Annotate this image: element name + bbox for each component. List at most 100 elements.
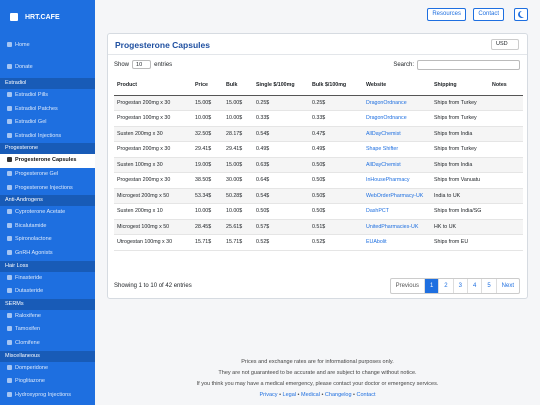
- footer-link[interactable]: Medical: [300, 392, 320, 398]
- column-header[interactable]: Price: [192, 76, 223, 96]
- table-cell: [489, 95, 523, 111]
- nav-item[interactable]: Estradiol Pills: [0, 89, 95, 103]
- table-cell: DragonOrdnance: [363, 95, 431, 111]
- nav-label: GnRH Agonists: [15, 249, 53, 256]
- column-header[interactable]: Website: [363, 76, 431, 96]
- nav-item[interactable]: Estradiol Gel: [0, 116, 95, 130]
- nav-group: Progesterone: [0, 143, 95, 155]
- footer-link[interactable]: Legal: [282, 392, 296, 398]
- column-header[interactable]: Product: [114, 76, 192, 96]
- nav-item[interactable]: Progesterone Gel: [0, 168, 95, 182]
- footer-link[interactable]: Changelog: [324, 392, 352, 398]
- website-link[interactable]: Shape Shifter: [366, 146, 399, 152]
- column-header[interactable]: Single $/100mg: [253, 76, 309, 96]
- website-link[interactable]: WebOrderPharmacy-UK: [366, 192, 424, 199]
- website-link[interactable]: DragonOrdnance: [366, 99, 407, 106]
- website-link[interactable]: DashPCT: [366, 208, 389, 214]
- table-cell: 0.33$: [309, 110, 363, 127]
- table-cell: 0.50$: [253, 203, 309, 220]
- nav-item[interactable]: Progesterone Injections: [0, 182, 95, 196]
- search-input[interactable]: [417, 60, 520, 70]
- nav-item[interactable]: Donate: [0, 56, 95, 78]
- table-cell: [489, 157, 523, 173]
- page-button[interactable]: Previous: [395, 283, 419, 289]
- brand[interactable]: HRT.CAFE: [0, 0, 95, 34]
- nav-label: Estradiol Injections: [15, 132, 62, 139]
- website-link[interactable]: UnitedPharmacies-UK: [366, 223, 419, 230]
- table-cell: [489, 172, 523, 189]
- nav-label: Progesterone Injections: [15, 184, 73, 191]
- table-cell: [489, 126, 523, 142]
- table-cell: 0.33$: [253, 110, 309, 127]
- nav-item[interactable]: Dutasteride: [0, 285, 95, 299]
- page-button[interactable]: 1: [423, 279, 439, 293]
- table-row: Susten 200mg x 10 10.00$ 10.00$ 0.50$ 0.50$ D…: [114, 203, 523, 220]
- table-cell: WebOrderPharmacy-UK: [363, 188, 431, 204]
- column-header[interactable]: Bulk $/100mg: [309, 76, 363, 96]
- sidebar: HRT.CAFE Home Donate Estradiol Estradiol Pi…: [0, 0, 95, 405]
- table-cell: 0.63$: [253, 157, 309, 173]
- page-button[interactable]: 4: [466, 279, 481, 293]
- nav-item[interactable]: Pioglitazone: [0, 375, 95, 389]
- table-cell: 15.00$: [223, 157, 253, 173]
- footer-link[interactable]: Contact: [356, 392, 376, 398]
- nav-item[interactable]: Spironolactone: [0, 233, 95, 247]
- table-row: Progestan 200mg x 30 38.50$ 30.00$ 0.64$ 0.5…: [114, 172, 523, 189]
- table-cell: 30.00$: [223, 172, 253, 189]
- footer-line: They are not guaranteed to be accurate a…: [218, 370, 417, 376]
- nav-item[interactable]: Domperidone: [0, 362, 95, 376]
- nav-label: Cyproterone Acetate: [15, 209, 66, 216]
- table-cell: [489, 234, 523, 251]
- top-button[interactable]: Contact: [473, 8, 504, 21]
- currency-select[interactable]: USD: [491, 39, 519, 50]
- nav-item[interactable]: Estradiol Injections: [0, 130, 95, 144]
- table-cell: Ships from Turkey: [431, 110, 489, 127]
- theme-toggle[interactable]: [514, 8, 528, 21]
- table-cell: HK to UK: [431, 219, 489, 235]
- nav-label: Hydroxyprog Injections: [15, 391, 71, 398]
- table-row: Progestan 200mg x 30 15.00$ 15.00$ 0.25$ 0.2…: [114, 95, 523, 111]
- nav-item[interactable]: Hydroxyprog Injections: [0, 389, 95, 403]
- table-cell: Shape Shifter: [363, 141, 431, 158]
- table-cell: Ships from Vanuatu: [431, 172, 489, 189]
- top-button[interactable]: Resources: [427, 8, 466, 21]
- table-info: Showing 1 to 10 of 42 entries: [114, 283, 192, 289]
- table-cell: 0.25$: [309, 95, 363, 111]
- table-cell: 0.50$: [309, 172, 363, 189]
- nav-item[interactable]: Estradiol Patches: [0, 103, 95, 117]
- nav-item[interactable]: Tamoxifen: [0, 323, 95, 337]
- nav-item[interactable]: Clomifene: [0, 337, 95, 351]
- nav-item[interactable]: Raloxifene: [0, 310, 95, 324]
- page-button[interactable]: 5: [481, 279, 495, 293]
- table-cell: Ships from India: [431, 157, 489, 173]
- footer-link[interactable]: Privacy: [259, 392, 278, 398]
- table-cell: DragonOrdnance: [363, 110, 431, 127]
- column-header[interactable]: Bulk: [223, 76, 253, 96]
- label: Search:: [393, 62, 414, 68]
- nav-label: Dutasteride: [15, 288, 44, 295]
- website-link[interactable]: AllDayChemist: [366, 130, 401, 137]
- nav-label: Finasteride: [15, 274, 43, 281]
- length-select[interactable]: 10: [132, 60, 152, 69]
- table-cell: 0.54$: [253, 188, 309, 204]
- page-button[interactable]: Next: [495, 279, 519, 293]
- website-link[interactable]: InHousePharmacy: [366, 177, 410, 183]
- nav-label: Tamoxifen: [15, 326, 41, 333]
- column-header[interactable]: Shipping: [431, 76, 489, 96]
- page-button[interactable]: 3: [452, 279, 467, 293]
- website-link[interactable]: AllDayChemist: [366, 161, 401, 168]
- column-header[interactable]: Notes: [489, 76, 523, 96]
- nav-item[interactable]: Cyproterone Acetate: [0, 206, 95, 220]
- table-cell: Microgest 100mg x 50: [114, 219, 192, 235]
- label: entries: [154, 61, 173, 68]
- nav-item[interactable]: GnRH Agonists: [0, 247, 95, 261]
- website-link[interactable]: DragonOrdnance: [366, 115, 407, 121]
- page-button[interactable]: 2: [438, 279, 452, 293]
- nav-item[interactable]: Bicalutamide: [0, 220, 95, 234]
- table-cell: 0.54$: [253, 126, 309, 142]
- website-link[interactable]: EUAbolit: [366, 239, 387, 245]
- nav-item[interactable]: Finasteride: [0, 272, 95, 286]
- nav-item[interactable]: Home: [0, 34, 95, 56]
- nav-item[interactable]: Progesterone Capsules: [0, 154, 95, 168]
